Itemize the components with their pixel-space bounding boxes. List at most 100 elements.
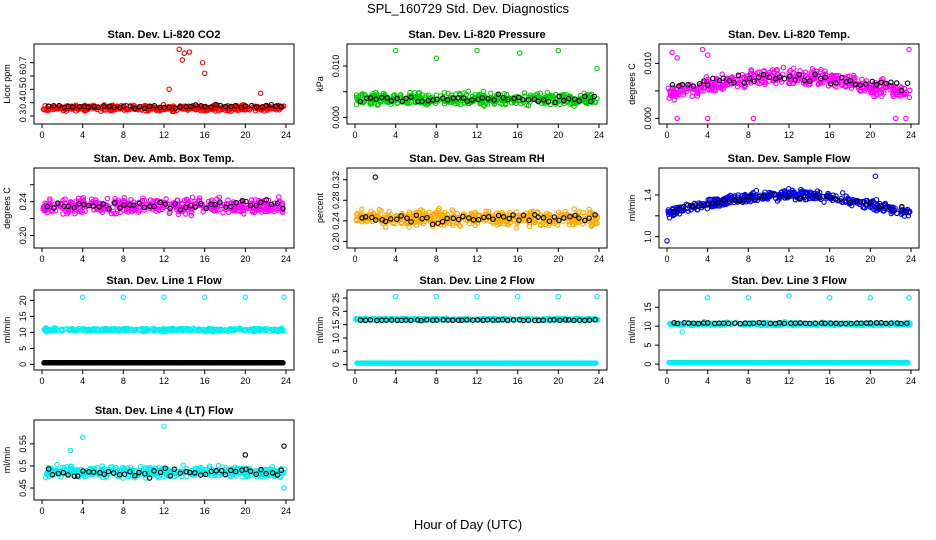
data-point	[587, 98, 594, 105]
data-point	[759, 195, 766, 201]
x-tick-label: 12	[159, 254, 169, 264]
data-point	[839, 82, 845, 88]
data-point	[97, 200, 103, 206]
data-point	[175, 211, 182, 218]
data-point	[474, 47, 480, 54]
data-point	[665, 211, 672, 218]
x-tick-label: 8	[121, 376, 126, 386]
x-tick-label: 4	[705, 376, 710, 386]
data-point	[391, 92, 397, 99]
data-point	[408, 94, 414, 100]
data-point	[106, 103, 113, 110]
data-point	[127, 103, 133, 109]
data-point	[479, 95, 486, 101]
data-point	[710, 200, 716, 207]
y-tick-label: 0.000	[331, 106, 341, 129]
series-1	[665, 46, 913, 122]
data-point	[704, 115, 711, 122]
y-tick-label: 10	[643, 321, 653, 331]
data-point	[434, 96, 440, 103]
x-tick-label: 4	[80, 254, 85, 264]
data-point	[861, 80, 868, 86]
x-tick-label: 16	[200, 376, 210, 386]
data-point	[477, 101, 483, 107]
y-tick-label: 0	[643, 362, 653, 367]
data-point	[883, 204, 889, 210]
series-2	[41, 360, 286, 366]
data-point	[687, 82, 693, 88]
data-point	[801, 77, 808, 84]
data-point	[792, 77, 798, 83]
data-point	[399, 98, 406, 105]
data-point	[503, 101, 509, 107]
data-point	[746, 75, 753, 82]
data-point	[273, 103, 279, 110]
data-point	[460, 95, 467, 101]
data-point	[571, 206, 577, 212]
data-point	[141, 204, 148, 211]
data-point	[65, 103, 71, 110]
data-point	[520, 96, 526, 103]
data-point	[872, 173, 879, 179]
data-point	[413, 222, 420, 229]
data-point	[468, 210, 474, 216]
data-point	[44, 203, 51, 210]
x-tick-label: 12	[784, 254, 794, 264]
panel-title: Stan. Dev. Gas Stream RH	[409, 153, 545, 165]
data-point	[42, 103, 48, 109]
series-2	[44, 197, 286, 213]
data-point	[894, 210, 900, 217]
data-point	[720, 75, 726, 82]
data-point	[505, 96, 511, 103]
data-point	[755, 74, 762, 80]
data-point	[576, 215, 582, 221]
data-point	[141, 207, 147, 213]
x-tick-label: 24	[594, 376, 604, 386]
y-axis-label: degrees C	[2, 187, 12, 229]
data-point	[177, 207, 184, 213]
x-tick-label: 12	[159, 130, 169, 140]
data-point	[55, 106, 61, 112]
data-point	[162, 201, 169, 207]
data-point	[199, 59, 206, 66]
data-point	[353, 92, 360, 98]
data-point	[276, 194, 282, 200]
data-point	[746, 193, 753, 200]
data-point	[513, 225, 519, 231]
data-point	[268, 207, 275, 214]
plot-frame	[33, 43, 295, 125]
y-tick-label: 0.5	[18, 83, 28, 96]
data-point	[413, 212, 420, 219]
data-point	[72, 210, 78, 217]
panel-title: Stan. Dev. Li-820 Temp.	[728, 29, 850, 41]
data-point	[394, 95, 400, 102]
data-point	[394, 216, 400, 222]
data-point	[242, 294, 249, 300]
data-point	[214, 196, 220, 202]
data-point	[500, 214, 507, 220]
data-point	[867, 295, 874, 301]
data-point	[588, 92, 594, 99]
x-tick-label: 24	[906, 130, 916, 140]
data-point	[60, 197, 66, 204]
data-point	[186, 103, 192, 110]
y-tick-label: 0.010	[643, 52, 653, 75]
data-point	[525, 102, 532, 109]
series-2	[45, 101, 284, 112]
plot-frame	[346, 167, 608, 249]
data-point	[76, 208, 83, 215]
data-point	[786, 293, 792, 299]
data-point	[834, 73, 840, 80]
data-point	[150, 326, 157, 333]
data-point	[571, 96, 578, 102]
x-tick-label: 8	[121, 506, 126, 516]
data-point	[726, 77, 733, 84]
data-point	[188, 212, 195, 219]
data-point	[362, 214, 369, 220]
data-point	[497, 220, 503, 227]
data-point	[838, 195, 844, 202]
data-point	[398, 213, 404, 219]
